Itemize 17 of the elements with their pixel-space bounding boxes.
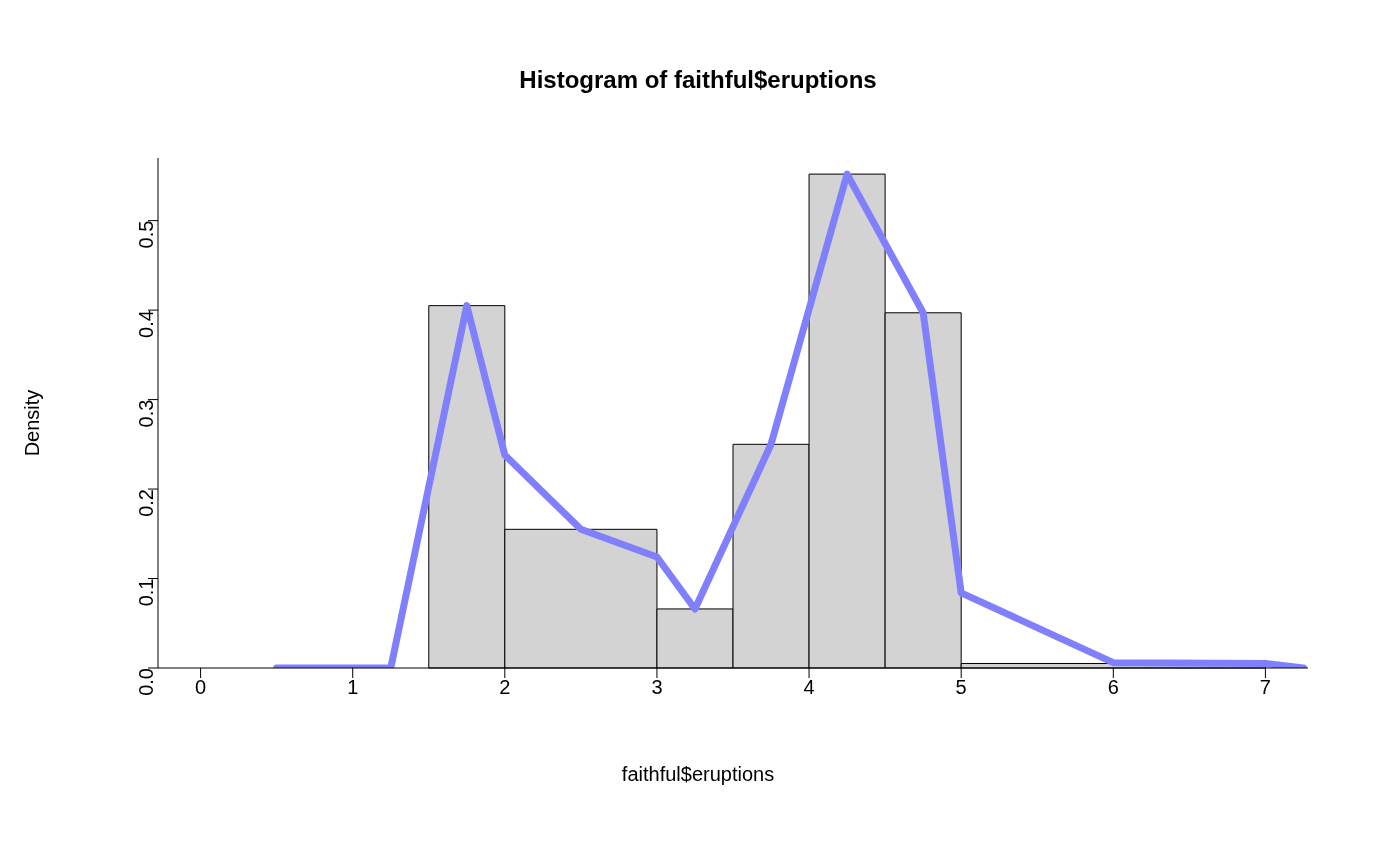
y-tick-label: 0.5 [135, 220, 158, 249]
x-tick-label: 1 [347, 676, 359, 699]
x-tick-label: 7 [1259, 676, 1271, 699]
x-tick-label: 4 [803, 676, 815, 699]
chart-title: Histogram of faithful$eruptions [518, 66, 878, 94]
y-tick-label: 0.3 [135, 399, 158, 428]
x-tick-label: 0 [195, 676, 207, 699]
y-tick-label: 0.1 [135, 578, 158, 607]
x-tick-label: 5 [955, 676, 967, 699]
x-axis-title: faithful$eruptions [620, 763, 776, 786]
y-axis-title: Density [20, 389, 44, 457]
x-tick-label: 3 [651, 676, 663, 699]
y-tick-label: 0.0 [135, 668, 158, 696]
y-tick-label: 0.4 [135, 310, 158, 338]
x-tick-label: 6 [1107, 676, 1119, 699]
y-tick-label: 0.2 [135, 489, 158, 517]
x-tick-label: 2 [499, 676, 511, 699]
